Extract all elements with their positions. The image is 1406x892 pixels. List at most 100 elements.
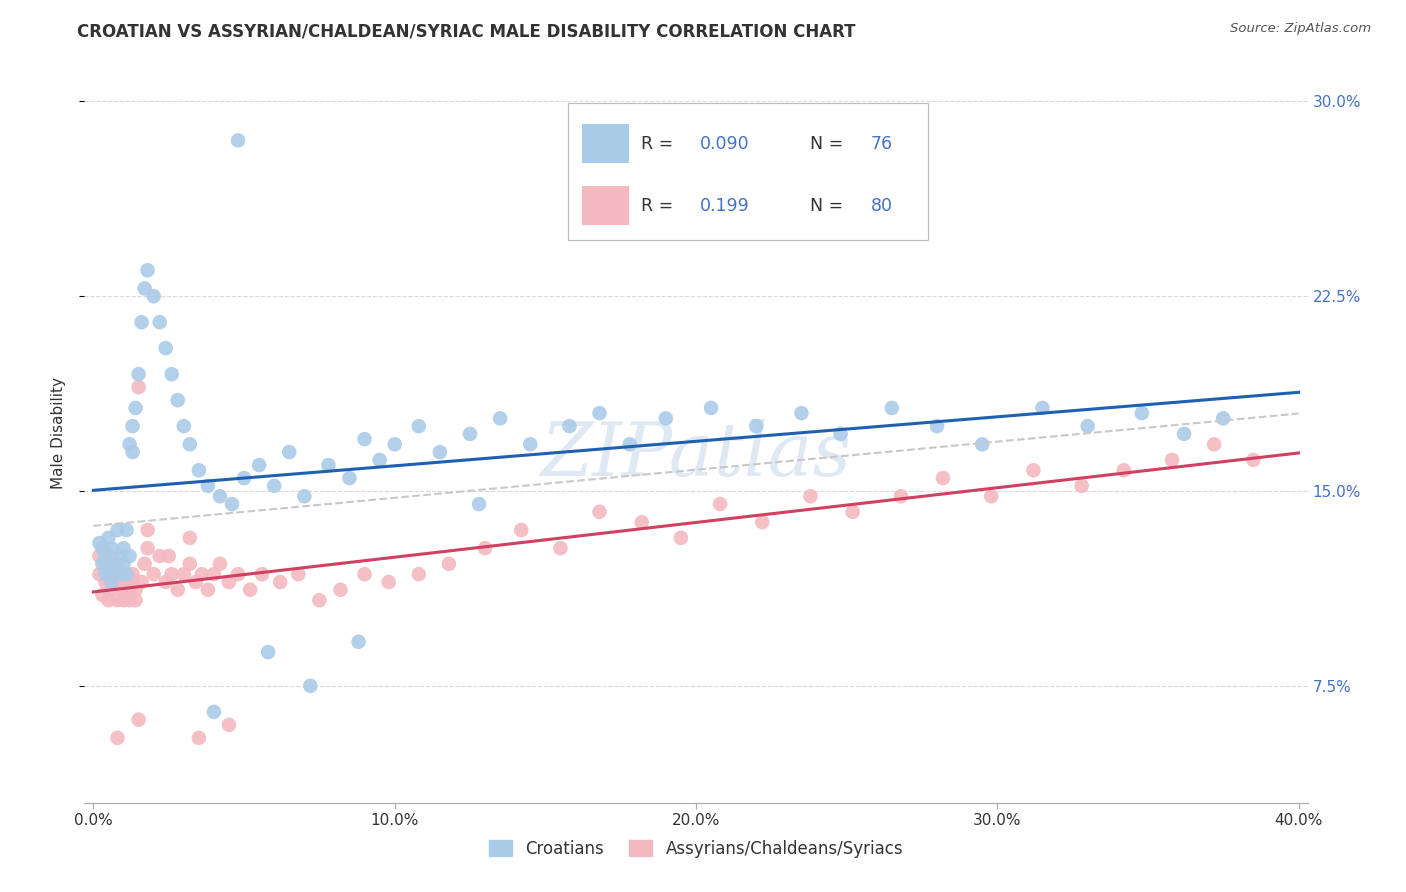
Point xyxy=(124,582,146,597)
Point xyxy=(299,679,322,693)
Point xyxy=(115,574,138,589)
Point xyxy=(134,557,156,571)
Point xyxy=(118,437,141,451)
Text: CROATIAN VS ASSYRIAN/CHALDEAN/SYRIAC MALE DISABILITY CORRELATION CHART: CROATIAN VS ASSYRIAN/CHALDEAN/SYRIAC MAL… xyxy=(77,22,856,40)
Point xyxy=(107,562,129,576)
Point xyxy=(1204,437,1226,451)
Point xyxy=(155,574,177,589)
Point xyxy=(669,531,692,545)
Point xyxy=(630,515,652,529)
Point xyxy=(97,567,120,582)
Point xyxy=(100,549,122,563)
Point xyxy=(128,380,150,394)
Point xyxy=(136,523,159,537)
Point xyxy=(510,523,533,537)
Point xyxy=(318,458,340,472)
Bar xyxy=(582,124,628,163)
Point xyxy=(155,341,177,355)
Point xyxy=(619,437,641,451)
Point xyxy=(550,541,572,556)
Point xyxy=(179,531,201,545)
Point xyxy=(233,471,256,485)
Point xyxy=(103,567,125,582)
Point xyxy=(110,549,132,563)
Point xyxy=(841,505,863,519)
Point xyxy=(107,593,129,607)
Point xyxy=(121,445,143,459)
Point xyxy=(107,731,129,745)
Point xyxy=(226,567,249,582)
Text: 0.199: 0.199 xyxy=(700,197,749,215)
Point xyxy=(94,557,117,571)
Text: R =: R = xyxy=(641,135,679,153)
Point xyxy=(91,541,114,556)
Point xyxy=(353,432,375,446)
Point xyxy=(408,567,430,582)
Text: 0.090: 0.090 xyxy=(700,135,749,153)
Point xyxy=(110,567,132,582)
Point xyxy=(751,515,773,529)
Text: N =: N = xyxy=(810,135,848,153)
Point xyxy=(118,593,141,607)
Point xyxy=(89,549,111,563)
Point xyxy=(429,445,451,459)
Point xyxy=(745,419,768,434)
Point xyxy=(655,411,678,425)
Point xyxy=(100,574,122,589)
Point xyxy=(103,557,125,571)
Point xyxy=(91,557,114,571)
Point xyxy=(384,437,406,451)
Point xyxy=(97,593,120,607)
Point xyxy=(100,541,122,556)
Point xyxy=(94,549,117,563)
Point xyxy=(118,549,141,563)
Point xyxy=(292,489,315,503)
Point xyxy=(239,582,262,597)
Point xyxy=(134,281,156,295)
Point xyxy=(226,133,249,147)
Point xyxy=(700,401,723,415)
Point xyxy=(1031,401,1053,415)
Point xyxy=(112,557,135,571)
Point xyxy=(925,419,948,434)
Point xyxy=(329,582,352,597)
Point xyxy=(202,567,225,582)
Point xyxy=(1130,406,1153,420)
Point xyxy=(890,489,912,503)
Point xyxy=(588,406,610,420)
Point xyxy=(179,557,201,571)
Text: R =: R = xyxy=(641,197,685,215)
Point xyxy=(218,718,240,732)
Point xyxy=(187,463,209,477)
Point xyxy=(157,549,180,563)
Point xyxy=(118,582,141,597)
Point xyxy=(107,557,129,571)
Point xyxy=(187,731,209,745)
Text: 80: 80 xyxy=(870,197,893,215)
Point xyxy=(799,489,821,503)
Point xyxy=(115,567,138,582)
Point xyxy=(208,489,231,503)
Point xyxy=(166,393,188,408)
Point xyxy=(103,567,125,582)
Point xyxy=(121,574,143,589)
Point xyxy=(110,574,132,589)
Point xyxy=(980,489,1002,503)
Point xyxy=(519,437,541,451)
Point xyxy=(1161,453,1184,467)
Point xyxy=(269,574,291,589)
Point xyxy=(218,574,240,589)
Point xyxy=(1112,463,1135,477)
Text: ZIPatlas: ZIPatlas xyxy=(540,418,852,491)
Point xyxy=(112,582,135,597)
Point xyxy=(142,289,165,303)
Point xyxy=(136,541,159,556)
Point xyxy=(97,531,120,545)
Point xyxy=(124,401,146,415)
Point xyxy=(197,479,219,493)
Text: 76: 76 xyxy=(870,135,893,153)
Point xyxy=(468,497,491,511)
Point xyxy=(131,574,153,589)
Point xyxy=(121,567,143,582)
Point xyxy=(558,419,581,434)
